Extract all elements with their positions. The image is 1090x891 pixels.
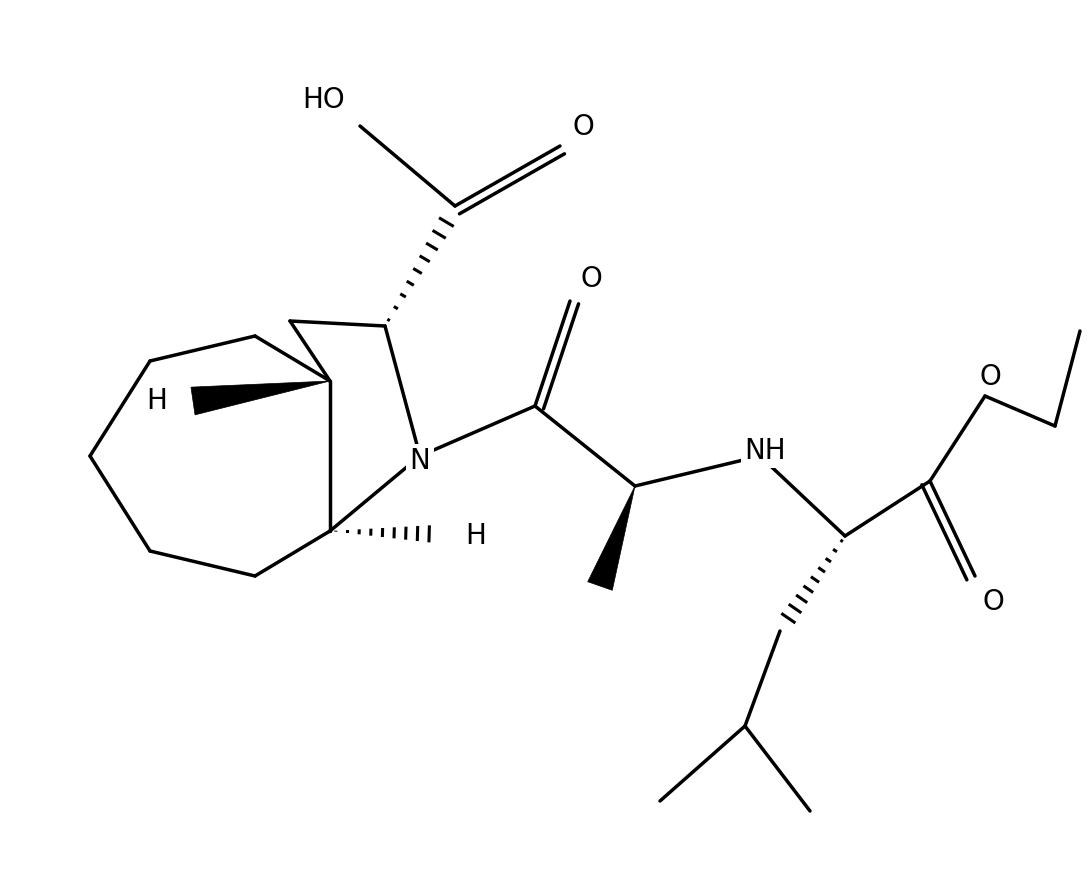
Text: O: O xyxy=(979,363,1001,391)
Polygon shape xyxy=(191,381,330,415)
Text: N: N xyxy=(410,447,431,475)
Polygon shape xyxy=(588,486,635,591)
Text: H: H xyxy=(465,522,486,550)
Text: H: H xyxy=(146,387,167,415)
Text: O: O xyxy=(572,113,594,141)
Text: O: O xyxy=(983,588,1005,616)
Text: O: O xyxy=(580,265,602,293)
Text: HO: HO xyxy=(302,86,346,114)
Text: NH: NH xyxy=(744,437,786,465)
